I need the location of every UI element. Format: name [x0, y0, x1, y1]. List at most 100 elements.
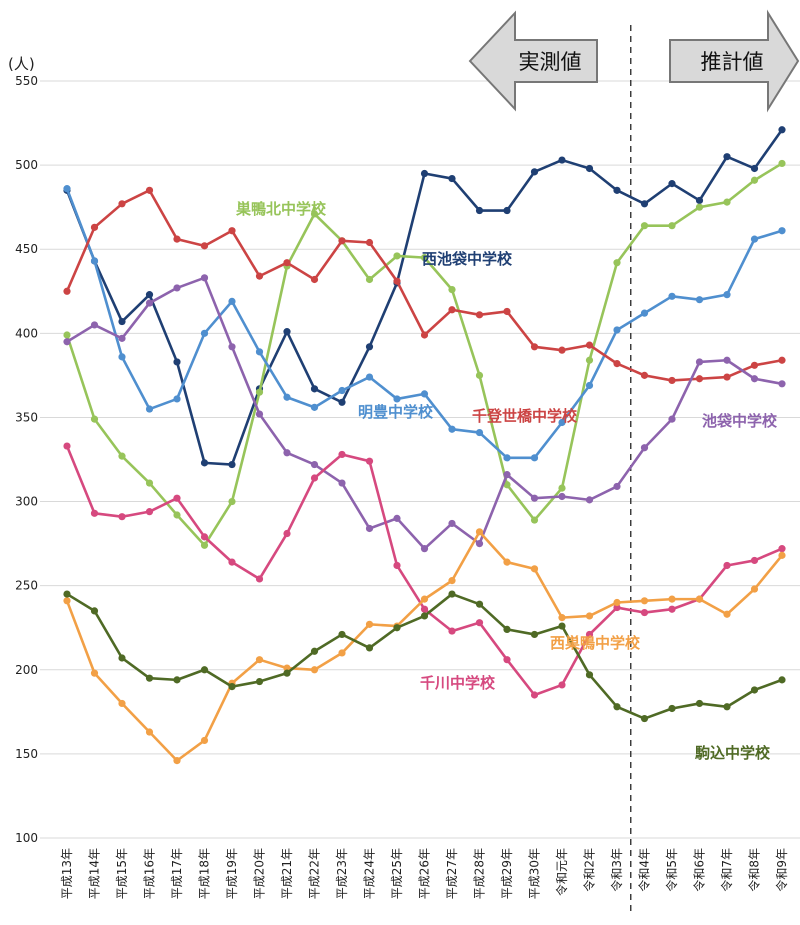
data-point — [448, 519, 456, 528]
data-point — [640, 608, 649, 617]
y-tick-label: 200 — [15, 663, 38, 677]
left-arrow-icon — [468, 10, 598, 112]
x-tick-label: 令和8年 — [747, 848, 762, 892]
data-point — [310, 403, 319, 411]
data-point — [530, 168, 539, 176]
series-label: 千川中学校 — [420, 674, 496, 692]
data-point — [640, 309, 649, 317]
y-axis: 100 150 200 250 300 350 400 450 500 550 — [15, 74, 38, 845]
data-point — [558, 418, 566, 427]
data-point — [558, 622, 566, 630]
data-point — [145, 674, 154, 682]
data-point — [530, 516, 539, 524]
x-tick-label: 平成16年 — [143, 848, 157, 899]
data-point — [393, 395, 401, 403]
x-axis: 平成13年 平成14年 平成15年 平成16年 平成17年 平成18年 平成19年 平成20年… — [60, 848, 789, 899]
series-line — [63, 590, 786, 723]
data-point — [365, 524, 374, 533]
data-point — [173, 511, 181, 519]
series-path — [65, 530, 784, 762]
data-point — [778, 356, 786, 364]
series-label: 池袋中学校 — [702, 412, 778, 430]
data-point — [420, 605, 429, 613]
data-point — [255, 575, 264, 583]
data-point — [475, 428, 484, 437]
data-point — [393, 514, 401, 522]
data-point — [448, 174, 456, 183]
data-point — [503, 481, 511, 489]
data-point — [420, 595, 429, 603]
data-point — [145, 299, 154, 307]
data-point — [778, 676, 786, 684]
data-point — [145, 291, 154, 299]
data-point — [613, 326, 621, 334]
data-point — [338, 386, 346, 395]
data-point — [283, 393, 291, 401]
data-point — [90, 223, 99, 231]
series-line — [63, 126, 786, 469]
x-tick-label: 平成22年 — [308, 848, 322, 899]
data-point — [393, 561, 401, 570]
series-layer — [63, 126, 786, 765]
series-line — [63, 186, 786, 385]
data-point — [420, 331, 429, 339]
data-point — [750, 164, 759, 173]
data-point — [200, 459, 209, 467]
data-point — [118, 317, 126, 326]
data-point — [365, 275, 374, 284]
x-tick-label: 平成18年 — [198, 848, 212, 899]
data-point — [283, 529, 291, 538]
data-point — [228, 343, 236, 351]
data-point — [255, 388, 264, 396]
x-tick-label: 令和9年 — [774, 848, 789, 892]
data-point — [90, 509, 99, 517]
data-point — [145, 479, 154, 487]
data-point — [640, 597, 649, 605]
data-point — [145, 405, 154, 413]
data-point — [118, 353, 126, 361]
data-point — [668, 595, 676, 603]
data-point — [613, 482, 621, 491]
data-point — [558, 484, 566, 492]
data-point — [200, 274, 209, 282]
series-line — [63, 185, 786, 462]
x-tick-label: 平成29年 — [500, 848, 514, 899]
data-point — [338, 398, 346, 406]
data-point — [530, 691, 539, 699]
data-point — [255, 348, 264, 356]
series-line — [63, 159, 786, 549]
data-point — [310, 275, 319, 284]
data-point — [585, 630, 594, 639]
data-point — [695, 203, 704, 211]
data-point — [310, 385, 319, 393]
data-point — [668, 180, 676, 188]
data-point — [90, 321, 99, 329]
data-point — [640, 714, 649, 723]
y-tick-label: 150 — [15, 747, 38, 761]
x-tick-label: 平成26年 — [418, 848, 432, 899]
data-point — [695, 699, 704, 708]
data-point — [613, 360, 621, 368]
estimated-label: 推計値 — [701, 50, 764, 74]
data-point — [475, 528, 484, 536]
data-point — [173, 235, 181, 243]
data-point — [558, 681, 566, 689]
data-point — [640, 444, 649, 452]
data-point — [640, 222, 649, 230]
data-point — [668, 415, 676, 423]
data-point — [173, 494, 181, 502]
data-point — [530, 630, 539, 639]
data-point — [228, 227, 236, 235]
x-tick-label: 平成21年 — [280, 848, 294, 899]
data-point — [448, 577, 456, 585]
data-point — [503, 454, 511, 462]
x-tick-label: 平成13年 — [60, 848, 74, 899]
data-point — [503, 558, 511, 566]
y-tick-label: 250 — [15, 579, 38, 593]
data-point — [475, 206, 484, 215]
y-unit-label: (人) — [8, 55, 35, 73]
data-point — [145, 508, 154, 516]
data-point — [90, 607, 99, 615]
data-point — [118, 200, 126, 208]
